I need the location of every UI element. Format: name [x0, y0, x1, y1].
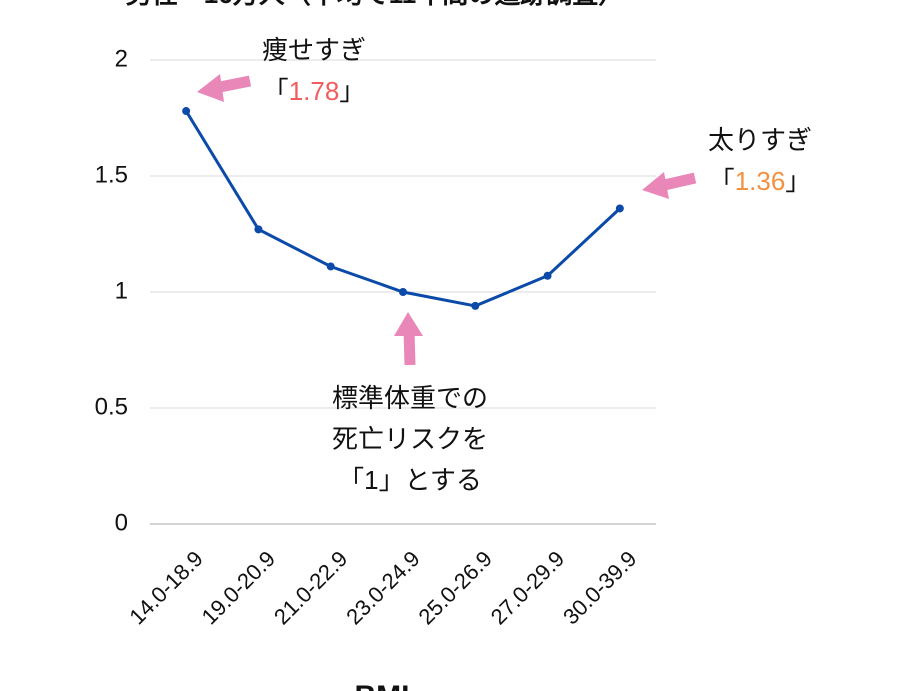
- y-tick-label: 1: [115, 277, 128, 304]
- point: [399, 288, 407, 296]
- y-tick-label: 1.5: [95, 161, 128, 188]
- x-tick-label: 30.0-39.9: [558, 546, 641, 629]
- annotation: 標準体重での: [332, 383, 488, 413]
- arrow-head: [197, 74, 224, 102]
- y-tick-label: 0.5: [95, 393, 128, 420]
- point: [182, 107, 191, 116]
- arrow-head: [394, 312, 423, 336]
- point: [615, 204, 624, 213]
- annotation: 太りすぎ: [708, 125, 812, 155]
- annotation: 死亡リスクを: [332, 424, 488, 454]
- x-tick-label: 14.0-18.9: [124, 546, 207, 629]
- y-tick-label: 2: [115, 45, 128, 72]
- x-tick-label: 23.0-24.9: [341, 546, 424, 629]
- arrow-head: [642, 172, 669, 199]
- point: [326, 262, 335, 271]
- value-label-number: 1.78: [289, 76, 340, 106]
- x-tick-label: 27.0-29.9: [486, 546, 569, 629]
- value-label-number: 1.36: [735, 166, 786, 196]
- annotation: 痩せすぎ: [262, 35, 366, 65]
- value-label: 「1.78」: [263, 76, 366, 106]
- bracket: 「: [709, 166, 735, 196]
- x-tick-label: 21.0-22.9: [269, 546, 352, 629]
- point: [471, 301, 480, 310]
- arrows: [197, 74, 697, 366]
- x-tick-label: 25.0-26.9: [414, 546, 497, 629]
- bracket: 」: [785, 166, 811, 196]
- line: [184, 110, 621, 308]
- value-label: 「1.36」: [709, 166, 812, 196]
- x-axis-label: BMI: [355, 680, 410, 691]
- point: [543, 271, 552, 280]
- bracket: 」: [339, 76, 365, 106]
- x-tick-label: 19.0-20.9: [197, 546, 280, 629]
- point: [254, 225, 263, 234]
- chart-title: 男性 16万人（平均で11年間の追跡調査）: [126, 0, 624, 9]
- annotation: 「1」とする: [338, 465, 482, 495]
- y-tick-label: 0: [115, 509, 128, 536]
- bracket: 「: [263, 76, 289, 106]
